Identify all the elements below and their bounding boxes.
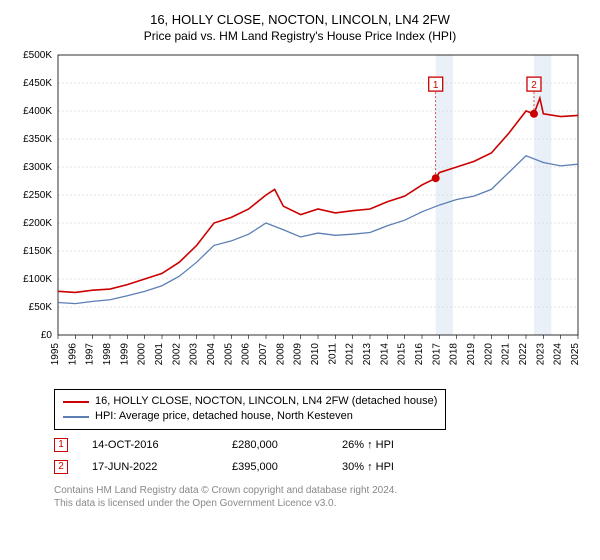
svg-text:2023: 2023: [535, 343, 546, 366]
legend-row-property: 16, HOLLY CLOSE, NOCTON, LINCOLN, LN4 2F…: [63, 394, 437, 409]
svg-text:2020: 2020: [483, 343, 494, 366]
svg-text:£450K: £450K: [23, 78, 52, 89]
sales-list: 1 14-OCT-2016£280,00026% ↑ HPI 2 17-JUN-202…: [14, 438, 586, 474]
svg-text:2022: 2022: [518, 343, 529, 366]
svg-text:2007: 2007: [258, 343, 269, 366]
svg-text:£400K: £400K: [23, 106, 52, 117]
svg-text:£300K: £300K: [23, 162, 52, 173]
svg-text:£350K: £350K: [23, 134, 52, 145]
svg-text:£50K: £50K: [29, 302, 53, 313]
svg-text:2016: 2016: [414, 343, 425, 366]
sale-row: 2 17-JUN-2022£395,00030% ↑ HPI: [54, 460, 586, 474]
svg-text:2019: 2019: [466, 343, 477, 366]
svg-text:2017: 2017: [431, 343, 442, 366]
svg-text:£100K: £100K: [23, 274, 52, 285]
svg-text:2015: 2015: [397, 343, 408, 366]
svg-text:2002: 2002: [171, 343, 182, 366]
svg-text:2000: 2000: [137, 343, 148, 366]
svg-text:£250K: £250K: [23, 190, 52, 201]
sale-row: 1 14-OCT-2016£280,00026% ↑ HPI: [54, 438, 586, 452]
svg-text:2014: 2014: [379, 343, 390, 366]
svg-text:1996: 1996: [67, 343, 78, 366]
svg-text:1: 1: [433, 80, 439, 91]
svg-text:2010: 2010: [310, 343, 321, 366]
svg-text:2: 2: [531, 80, 537, 91]
svg-text:1998: 1998: [102, 343, 113, 366]
svg-text:£200K: £200K: [23, 218, 52, 229]
svg-text:2018: 2018: [449, 343, 460, 366]
svg-text:1995: 1995: [50, 343, 61, 366]
page-subtitle: Price paid vs. HM Land Registry's House …: [14, 29, 586, 43]
sale-delta: 30% ↑ HPI: [342, 461, 442, 473]
sale-price: £395,000: [232, 461, 342, 473]
svg-text:£150K: £150K: [23, 246, 52, 257]
svg-text:2009: 2009: [293, 343, 304, 366]
svg-text:2004: 2004: [206, 343, 217, 366]
svg-text:2008: 2008: [275, 343, 286, 366]
svg-text:2006: 2006: [241, 343, 252, 366]
sale-date: 17-JUN-2022: [92, 461, 232, 473]
svg-text:2021: 2021: [501, 343, 512, 366]
svg-text:2012: 2012: [345, 343, 356, 366]
svg-text:2001: 2001: [154, 343, 165, 366]
legend-row-hpi: HPI: Average price, detached house, Nort…: [63, 409, 437, 424]
svg-text:2013: 2013: [362, 343, 373, 366]
sale-marker: 1: [54, 438, 68, 452]
sale-marker: 2: [54, 460, 68, 474]
sale-date: 14-OCT-2016: [92, 439, 232, 451]
footer: Contains HM Land Registry data © Crown c…: [54, 484, 586, 510]
legend-swatch-hpi: [63, 416, 89, 418]
sale-delta: 26% ↑ HPI: [342, 439, 442, 451]
footer-line-2: This data is licensed under the Open Gov…: [54, 497, 586, 510]
price-chart: £0 £50K £100K £150K £200K £250K £300K £350K £400…: [14, 49, 586, 383]
page-title: 16, HOLLY CLOSE, NOCTON, LINCOLN, LN4 2F…: [14, 12, 586, 27]
svg-text:£500K: £500K: [23, 50, 52, 61]
legend-swatch-property: [63, 401, 89, 403]
legend-label-property: 16, HOLLY CLOSE, NOCTON, LINCOLN, LN4 2F…: [95, 394, 437, 409]
svg-text:2025: 2025: [570, 343, 581, 366]
svg-text:2011: 2011: [327, 343, 338, 365]
svg-text:2003: 2003: [189, 343, 200, 366]
svg-text:1999: 1999: [119, 343, 130, 366]
legend: 16, HOLLY CLOSE, NOCTON, LINCOLN, LN4 2F…: [54, 389, 446, 430]
sale-price: £280,000: [232, 439, 342, 451]
svg-text:1997: 1997: [85, 343, 96, 366]
footer-line-1: Contains HM Land Registry data © Crown c…: [54, 484, 586, 497]
svg-text:£0: £0: [41, 330, 53, 341]
svg-text:2005: 2005: [223, 343, 234, 366]
legend-label-hpi: HPI: Average price, detached house, Nort…: [95, 409, 353, 424]
svg-text:2024: 2024: [553, 343, 564, 366]
